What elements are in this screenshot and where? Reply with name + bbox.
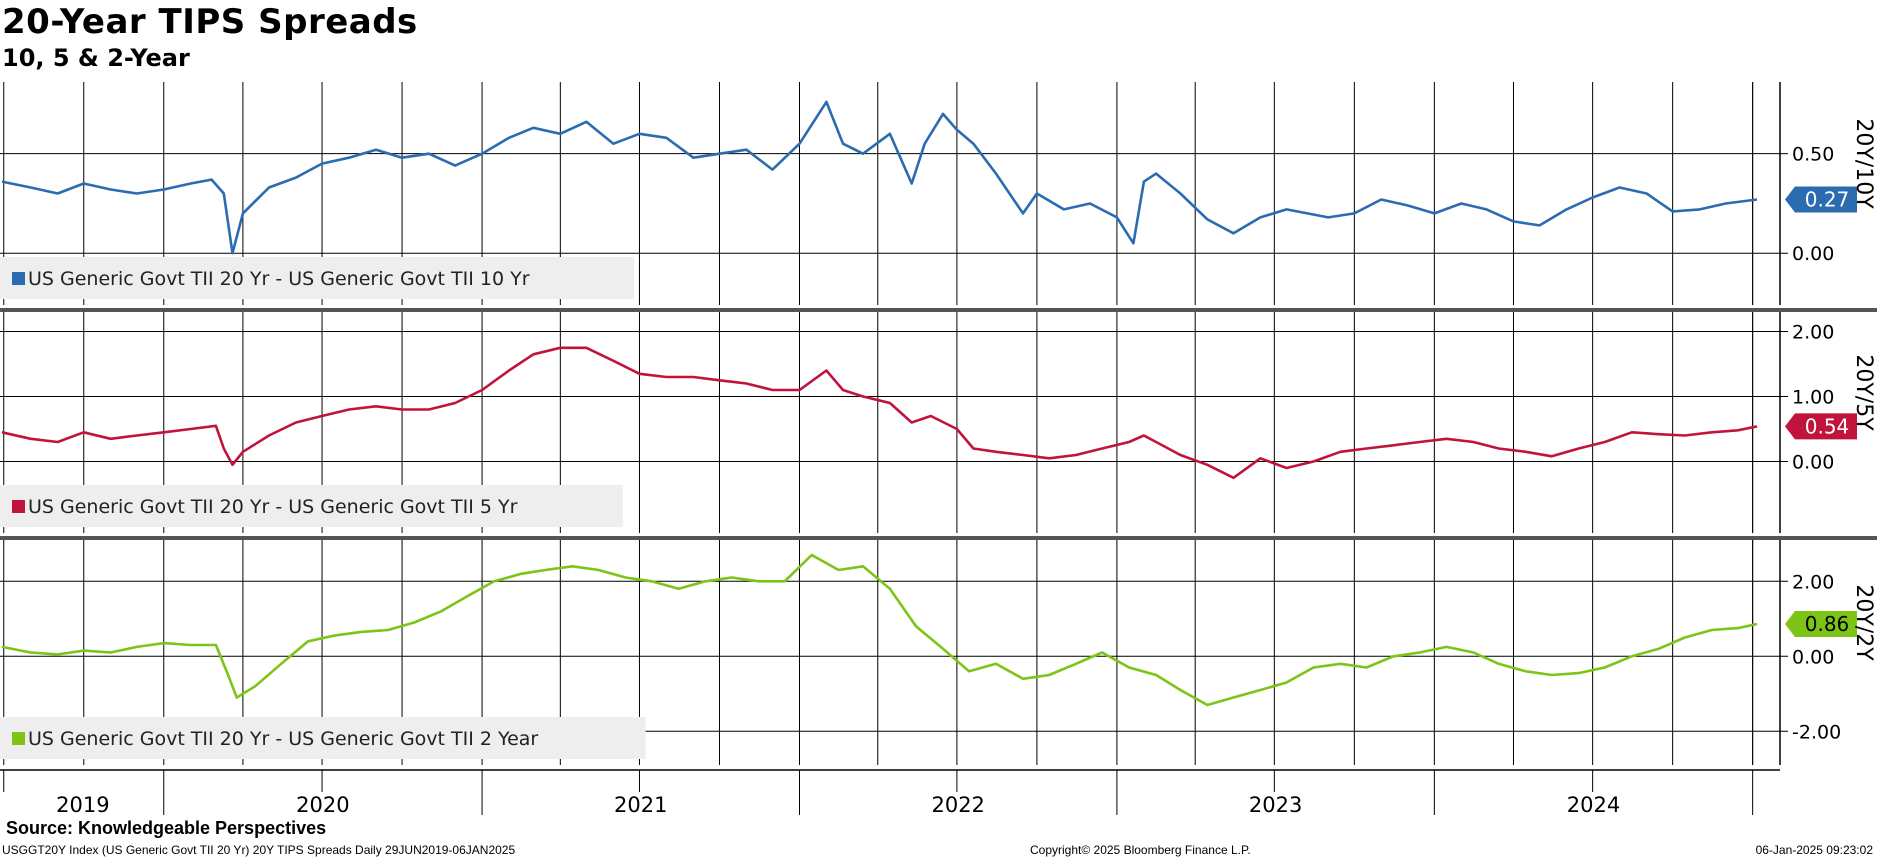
x-tick-label: 2024 [1567, 793, 1620, 817]
legend-label: US Generic Govt TII 20 Yr - US Generic G… [28, 268, 530, 290]
legend-swatch [12, 732, 25, 745]
y-tick-label: -2.00 [1792, 721, 1841, 743]
y-tick-label: 2.00 [1792, 571, 1834, 593]
x-tick-label: 2021 [614, 793, 667, 817]
footer-timestamp: 06-Jan-2025 09:23:02 [1755, 843, 1873, 857]
y-tick-label: 2.00 [1792, 322, 1834, 344]
y-tick-label: 1.00 [1792, 387, 1834, 409]
chart-title: 20-Year TIPS Spreads [2, 2, 418, 42]
y-axis-title: 20Y/5Y [1851, 354, 1876, 431]
last-value-tag [1785, 186, 1857, 213]
y-tick-label: 0.00 [1792, 646, 1834, 668]
legend-label: US Generic Govt TII 20 Yr - US Generic G… [28, 728, 538, 750]
legend-box [0, 257, 635, 299]
x-tick-label: 2020 [296, 793, 349, 817]
y-tick-label: 0.00 [1792, 452, 1834, 474]
last-value-tag [1785, 611, 1857, 637]
x-tick-label: 2019 [56, 793, 109, 817]
last-value-label: 0.86 [1805, 612, 1850, 636]
legend-swatch [12, 500, 25, 513]
series-line [1, 100, 1758, 255]
legend-label: US Generic Govt TII 20 Yr - US Generic G… [28, 496, 518, 518]
chart-subtitle: 10, 5 & 2-Year [2, 44, 190, 72]
chart-canvas: 0.50 0.00 0.27 20Y/10Y US Generic Govt TII 2… [0, 82, 1877, 817]
y-tick-label: 0.00 [1792, 243, 1834, 265]
series-line [1, 553, 1758, 707]
y-axis-title: 20Y/2Y [1851, 584, 1876, 661]
series-line [1, 346, 1758, 480]
x-tick-label: 2022 [931, 793, 984, 817]
last-value-tag [1785, 413, 1857, 440]
last-value-label: 0.27 [1805, 187, 1850, 211]
legend-swatch [12, 272, 25, 285]
footer-copyright: Copyright© 2025 Bloomberg Finance L.P. [1030, 843, 1251, 857]
legend-box [0, 717, 646, 759]
y-axis-title: 20Y/10Y [1851, 118, 1876, 209]
y-tick-label: 0.50 [1792, 144, 1834, 166]
footer-description: USGGT20Y Index (US Generic Govt TII 20 Y… [2, 843, 516, 857]
x-tick-label: 2023 [1249, 793, 1302, 817]
last-value-label: 0.54 [1805, 414, 1850, 438]
legend-box [0, 485, 623, 527]
source-note: Source: Knowledgeable Perspectives [6, 818, 327, 838]
